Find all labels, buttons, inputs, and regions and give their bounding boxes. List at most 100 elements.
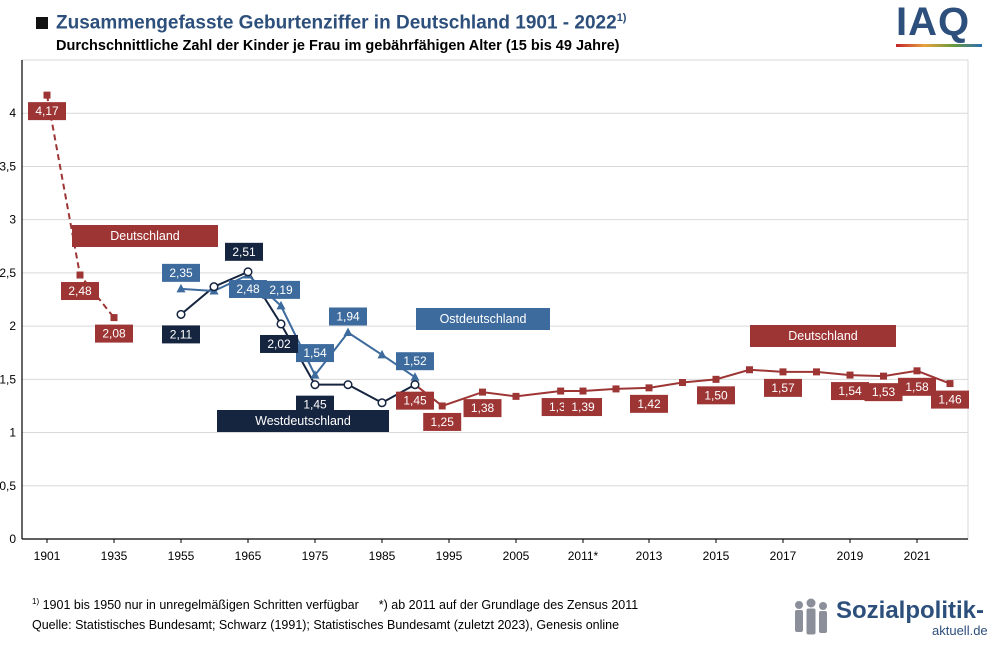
data-label-ostdeutschland-box — [262, 280, 300, 299]
point-deutschland — [946, 380, 954, 388]
point-westdeutschland — [176, 309, 186, 319]
y-tick-label: 3,5 — [0, 159, 16, 173]
point-deutschland — [779, 368, 787, 376]
y-tick-label: 3 — [9, 213, 16, 227]
data-label-deutschland-text: 1,50 — [704, 388, 728, 402]
point-deutschland — [679, 379, 686, 387]
data-label-ostdeutschland-text: 1,94 — [336, 309, 360, 323]
brand-domain: aktuell.de — [932, 623, 988, 638]
data-label-ostdeutschland: 1,94 — [329, 307, 367, 326]
data-label-ostdeutschland-text: 1,52 — [403, 354, 427, 368]
data-label-ostdeutschland-box — [229, 280, 267, 299]
data-label-westdeutschland-text: 2,02 — [267, 337, 291, 351]
point-deutschland — [913, 367, 921, 375]
data-label-ostdeutschland-box — [162, 263, 200, 282]
data-label-deutschland-text: 1,54 — [838, 384, 862, 398]
people-icon — [795, 598, 827, 635]
data-label-deutschland: 4,17 — [28, 102, 66, 121]
y-tick-label: 1 — [9, 426, 16, 440]
y-tick-label: 0 — [9, 532, 16, 546]
data-label-deutschland: 1,50 — [697, 386, 735, 405]
point-ostdeutschland — [310, 370, 320, 379]
series-label-westdeutschland: Westdeutschland — [217, 410, 389, 432]
data-label-deutschland-box — [931, 390, 969, 409]
x-tick-label: 2019 — [837, 549, 864, 563]
data-label-deutschland-box — [423, 412, 462, 431]
point-deutschland — [479, 388, 486, 396]
data-label-ostdeutschland: 1,52 — [396, 352, 434, 371]
point-deutschland — [846, 371, 854, 379]
x-tick-label: 2021 — [904, 549, 931, 563]
point-deutschland — [512, 392, 520, 400]
data-label-ostdeutschland-box — [396, 352, 434, 371]
source-note: Quelle: Statistisches Bundesamt; Schwarz… — [32, 618, 620, 632]
y-tick-label: 1,5 — [0, 372, 16, 386]
data-label-deutschland: 1,39 — [564, 398, 602, 417]
point-deutschland — [712, 375, 720, 383]
data-label-westdeutschland: 2,02 — [260, 334, 298, 353]
data-label-deutschland-box — [831, 382, 869, 401]
brand-name: Sozialpolitik- — [836, 597, 985, 624]
data-label-westdeutschland-box — [296, 395, 334, 414]
point-westdeutschland — [410, 380, 420, 390]
series-label-ostdeutschland: Ostdeutschland — [416, 308, 550, 330]
data-label-ostdeutschland-box — [296, 344, 334, 363]
data-label-deutschland-box — [61, 282, 99, 301]
series-label-deutschland-box — [72, 225, 218, 247]
x-tick-label: 1985 — [369, 549, 396, 563]
x-tick-label: 2017 — [770, 549, 797, 563]
data-label-deutschland-box — [396, 391, 434, 410]
data-label-deutschland: 1,46 — [931, 390, 969, 409]
series-label-ostdeutschland-box — [416, 308, 550, 330]
data-label-deutschland-box — [864, 383, 903, 402]
series-label-deutschland: Deutschland — [750, 325, 896, 347]
data-label-westdeutschland-text: 1,45 — [303, 398, 327, 412]
series-label-westdeutschland-box — [217, 410, 389, 432]
data-label-deutschland: 2,08 — [95, 324, 133, 343]
point-ostdeutschland — [176, 283, 186, 293]
x-tick-label: 2015 — [703, 549, 730, 563]
data-label-westdeutschland: 2,51 — [225, 242, 263, 261]
data-label-westdeutschland-box — [260, 334, 298, 353]
data-label-westdeutschland: 1,45 — [296, 395, 334, 414]
data-label-ostdeutschland: 2,35 — [162, 263, 200, 282]
point-deutschland — [76, 271, 84, 279]
footnote-2: *) ab 2011 auf der Grundlage des Zensus … — [378, 598, 639, 613]
chart-subtitle: Durchschnittliche Zahl der Kinder je Fra… — [56, 38, 620, 54]
data-label-deutschland-box — [697, 386, 735, 405]
point-ostdeutschland — [343, 327, 353, 336]
data-label-deutschland-box — [463, 399, 502, 418]
data-label-deutschland-box — [564, 398, 602, 417]
data-label-deutschland-text: 1,58 — [905, 380, 929, 394]
data-label-deutschland-text: 1,53 — [872, 385, 896, 399]
point-deutschland — [813, 368, 820, 376]
point-westdeutschland — [377, 398, 387, 408]
point-deutschland — [43, 91, 51, 99]
title-row: Zusammengefasste Geburtenziffer in Deuts… — [36, 12, 626, 34]
title-bullet-icon — [36, 17, 48, 30]
sozialpolitik-logo[interactable]: Sozialpolitik- aktuell.de — [790, 597, 988, 641]
point-deutschland — [746, 366, 753, 374]
data-label-deutschland: 1,58 — [898, 377, 936, 396]
x-tick-label: 1965 — [235, 549, 262, 563]
data-label-westdeutschland-box — [225, 242, 263, 261]
data-label-deutschland-box — [28, 102, 66, 121]
point-deutschland — [645, 384, 653, 392]
data-label-ostdeutschland-text: 2,35 — [169, 266, 193, 280]
point-deutschland — [880, 372, 887, 380]
x-tick-label: 1901 — [34, 549, 61, 563]
y-tick-label: 2 — [9, 319, 16, 333]
y-tick-label: 2,5 — [0, 266, 16, 280]
data-label-deutschland-box — [764, 378, 802, 397]
data-label-deutschland-text: 1,45 — [403, 394, 427, 408]
x-tick-label: 2011* — [568, 549, 599, 563]
data-label-deutschland: 1,54 — [831, 382, 869, 401]
data-label-ostdeutschland: 1,54 — [296, 344, 334, 363]
data-label-deutschland-text: 1,42 — [637, 397, 661, 411]
point-ostdeutschland — [377, 349, 387, 359]
series-label-deutschland-text: Deutschland — [110, 229, 180, 243]
data-label-ostdeutschland-text: 1,54 — [303, 346, 327, 360]
point-westdeutschland — [209, 282, 219, 292]
point-westdeutschland — [343, 380, 353, 390]
data-label-deutschland: 1,57 — [764, 378, 802, 397]
